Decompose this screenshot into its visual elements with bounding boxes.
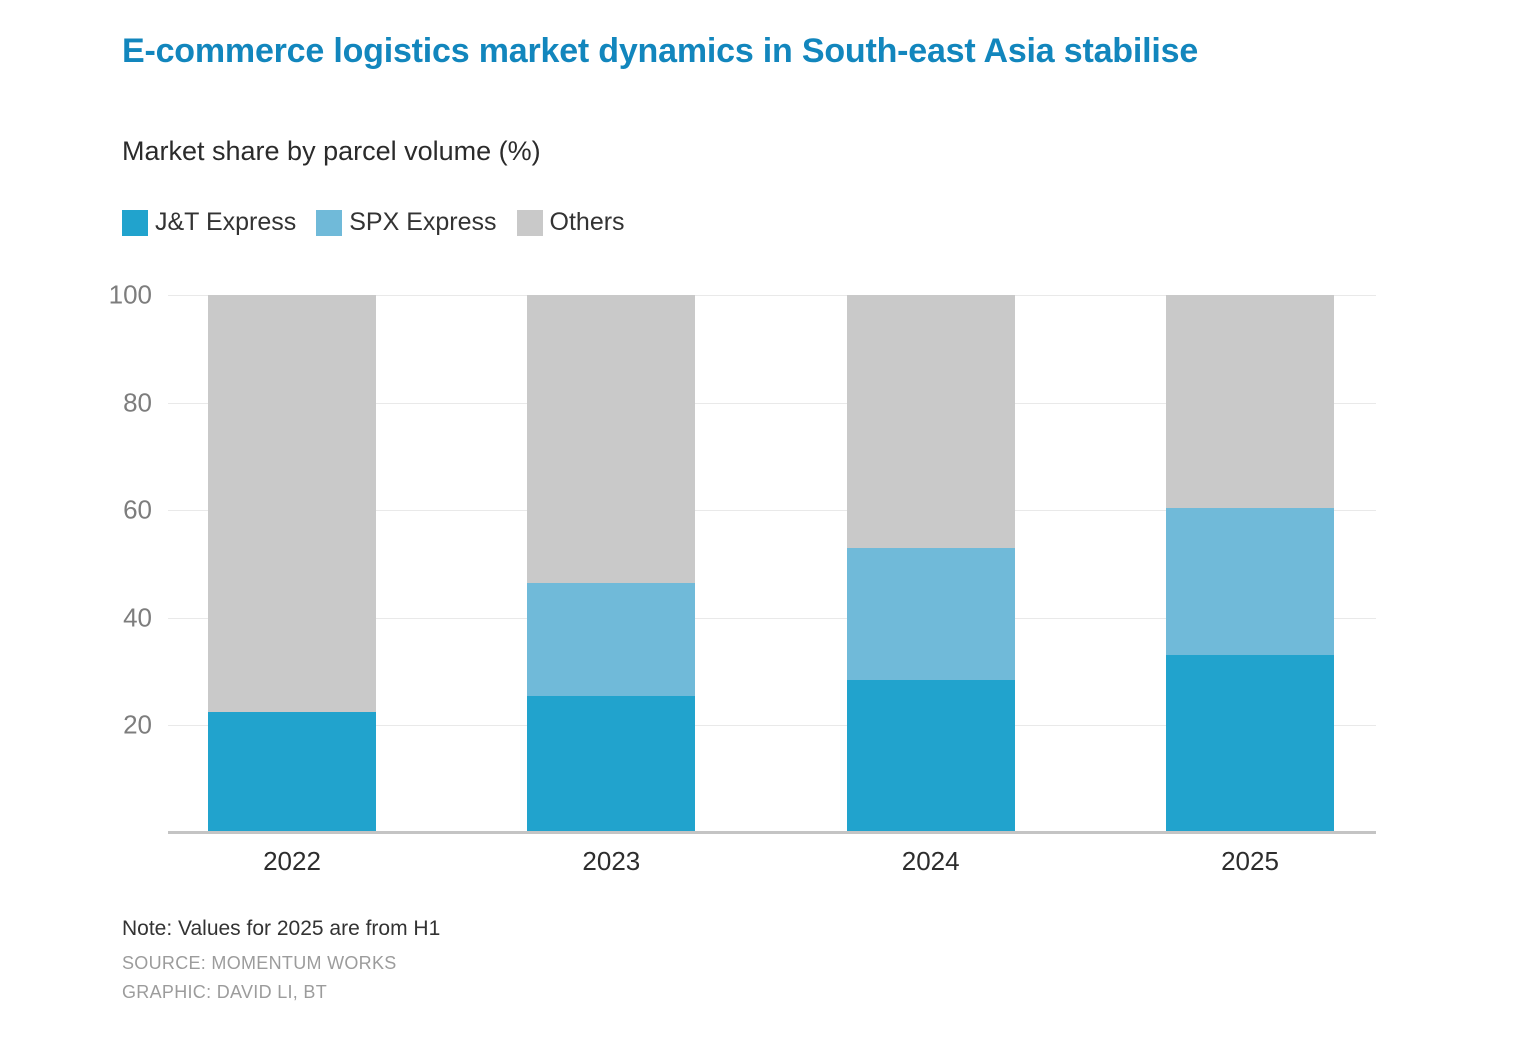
legend-swatch-icon (316, 209, 343, 236)
x-axis-tick-label: 2023 (582, 846, 641, 876)
bar-2022 (208, 295, 376, 833)
bars-row (168, 295, 1376, 833)
x-axis-tick-label: 2024 (901, 846, 960, 876)
bar-segment-others (1165, 295, 1334, 508)
gridline (168, 725, 1376, 727)
legend: J&T Express SPX Express Others (122, 208, 625, 237)
bar-segment-j-t-express (527, 695, 696, 833)
y-axis-tick-label: 20 (123, 709, 152, 740)
x-axis-tick-label: 2022 (263, 846, 321, 876)
chart-title: E-commerce logistics market dynamics in … (122, 32, 1199, 70)
y-axis: 20 40 60 80 100 (0, 280, 158, 833)
chart-subtitle: Market share by parcel volume (%) (122, 136, 541, 166)
bar-2025 (1165, 295, 1334, 833)
legend-item: SPX Express (316, 208, 497, 237)
y-axis-tick-label: 80 (123, 387, 152, 418)
bar-segment-spx-express (846, 547, 1015, 680)
bar-segment-j-t-express (1165, 655, 1334, 833)
bar-segment-spx-express (527, 582, 696, 696)
gridline (168, 510, 1376, 512)
legend-label: J&T Express (155, 208, 297, 236)
plot-area (168, 295, 1376, 834)
graphic-credit: GRAPHIC: DAVID LI, BT (122, 982, 328, 1002)
legend-item: Others (516, 208, 625, 237)
legend-swatch-icon (516, 209, 543, 236)
legend-swatch-icon (122, 209, 148, 236)
bar-segment-others (208, 295, 376, 712)
gridline (168, 617, 1376, 619)
bar-segment-j-t-express (846, 679, 1015, 833)
y-axis-tick-label: 60 (123, 494, 152, 525)
legend-label: SPX Express (349, 208, 497, 236)
x-axis-line (168, 831, 1376, 834)
legend-item: J&T Express (122, 208, 296, 237)
y-axis-tick-label: 100 (108, 279, 152, 310)
legend-label: Others (549, 208, 625, 236)
gridline (168, 295, 1376, 296)
bar-segment-j-t-express (208, 711, 376, 833)
bar-segment-spx-express (1165, 507, 1334, 656)
footnote: Note: Values for 2025 are from H1 (122, 917, 441, 940)
bar-2023 (527, 295, 696, 833)
bar-2024 (846, 295, 1015, 833)
gridline (168, 402, 1376, 404)
x-axis-tick-label: 2025 (1221, 846, 1279, 876)
x-axis: 2022 2023 2024 2025 (168, 846, 1376, 877)
y-axis-tick-label: 40 (123, 602, 152, 633)
source-credit: SOURCE: MOMENTUM WORKS (122, 953, 397, 973)
bar-segment-others (527, 295, 696, 583)
bar-segment-others (846, 295, 1015, 548)
